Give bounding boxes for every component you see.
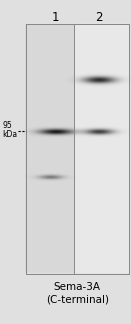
- Bar: [26, 24, 129, 274]
- Text: 95: 95: [2, 121, 12, 130]
- Text: 1: 1: [52, 11, 59, 24]
- Text: 2: 2: [95, 11, 103, 24]
- Bar: [74, 24, 129, 274]
- Bar: [26, 24, 74, 274]
- Bar: [26, 24, 129, 274]
- Text: kDa: kDa: [2, 130, 17, 139]
- Text: Sema-3A: Sema-3A: [54, 282, 101, 292]
- Text: (C-terminal): (C-terminal): [46, 295, 109, 305]
